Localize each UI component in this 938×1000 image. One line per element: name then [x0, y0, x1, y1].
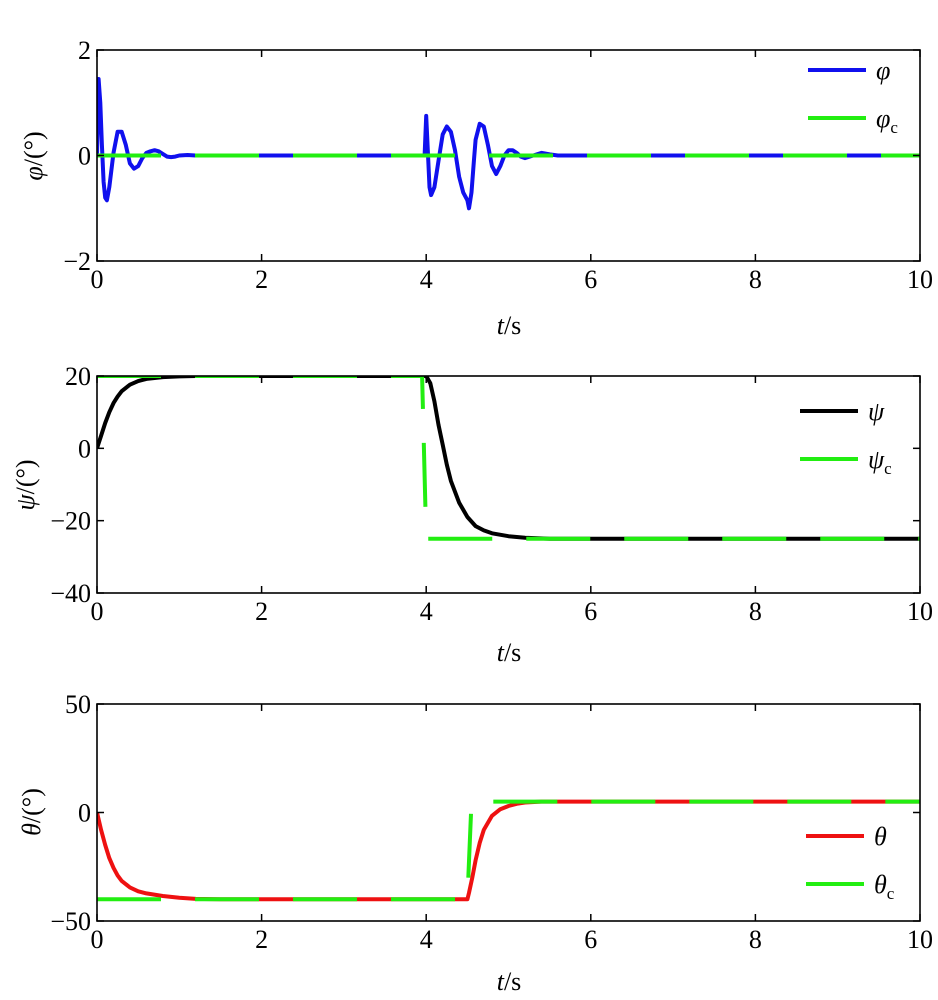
x-tick-label: 4: [420, 597, 433, 626]
theta-panel-ylabel: θ/(°): [17, 788, 46, 836]
x-tick-label: 0: [91, 597, 104, 626]
x-tick-label: 8: [749, 597, 762, 626]
psi-series-response-line: [97, 376, 920, 541]
x-tick-label: 10: [907, 597, 933, 626]
legend-label-psi: ψ: [868, 397, 885, 426]
y-tick-label: −50: [50, 907, 91, 936]
x-tick-label: 6: [584, 265, 597, 294]
theta-legend: θ θc: [806, 822, 895, 903]
y-tick-label: 0: [78, 799, 91, 828]
legend-label-theta-c: θc: [874, 870, 895, 903]
x-tick-label: 0: [91, 925, 104, 954]
x-tick-label: 10: [907, 265, 933, 294]
phi-panel: φ/(°) t/s φ φc 0 2 4 6 8 10−202: [19, 36, 933, 340]
y-tick-label: 2: [78, 36, 91, 65]
x-tick-label: 6: [584, 925, 597, 954]
x-tick-label: 0: [91, 265, 104, 294]
psi-series-command-line: [97, 376, 920, 541]
x-tick-label: 2: [255, 265, 268, 294]
phi-legend: φ φc: [808, 56, 898, 137]
legend-label-phi-c: φc: [876, 104, 898, 137]
theta-series-group: [97, 799, 920, 902]
psi-legend: ψ ψc: [800, 397, 892, 478]
phi-panel-ylabel: φ/(°): [19, 131, 48, 180]
phi-panel-xlabel: t/s: [497, 311, 522, 340]
psi-panel: ψ/(°) t/s ψ ψc 0 2 4 6 8 10 −40 −20 0 20: [11, 362, 933, 667]
y-tick-label: 20: [65, 362, 91, 391]
x-tick-label: 2: [255, 925, 268, 954]
y-tick-label: −40: [50, 579, 91, 608]
legend-label-phi: φ: [876, 56, 890, 85]
theta-series-response-line: [97, 799, 920, 902]
x-tick-label: 2: [255, 597, 268, 626]
theta-series-command-line: [97, 799, 920, 902]
x-tick-label: 10: [907, 925, 933, 954]
theta-plot-frame: [96, 703, 921, 922]
psi-panel-xlabel: t/s: [497, 638, 522, 667]
theta-panel-xlabel: t/s: [497, 967, 522, 996]
y-tick-label: −2: [63, 247, 91, 276]
x-tick-label: 4: [420, 925, 433, 954]
y-tick-label: 50: [65, 690, 91, 719]
x-tick-label: 8: [749, 925, 762, 954]
y-tick-label: 0: [78, 434, 91, 463]
x-tick-label: 8: [749, 265, 762, 294]
psi-panel-ylabel: ψ/(°): [11, 459, 40, 510]
phi-series-response-line: [97, 77, 920, 211]
phi-series-group: [97, 77, 920, 211]
legend-label-psi-c: ψc: [868, 445, 892, 478]
psi-series-group: [97, 376, 920, 541]
psi-plot-frame: [96, 375, 921, 594]
legend-label-theta: θ: [874, 822, 887, 851]
x-tick-label: 6: [584, 597, 597, 626]
y-tick-label: −20: [50, 507, 91, 536]
y-tick-label: 0: [78, 142, 91, 171]
x-tick-label: 4: [420, 265, 433, 294]
